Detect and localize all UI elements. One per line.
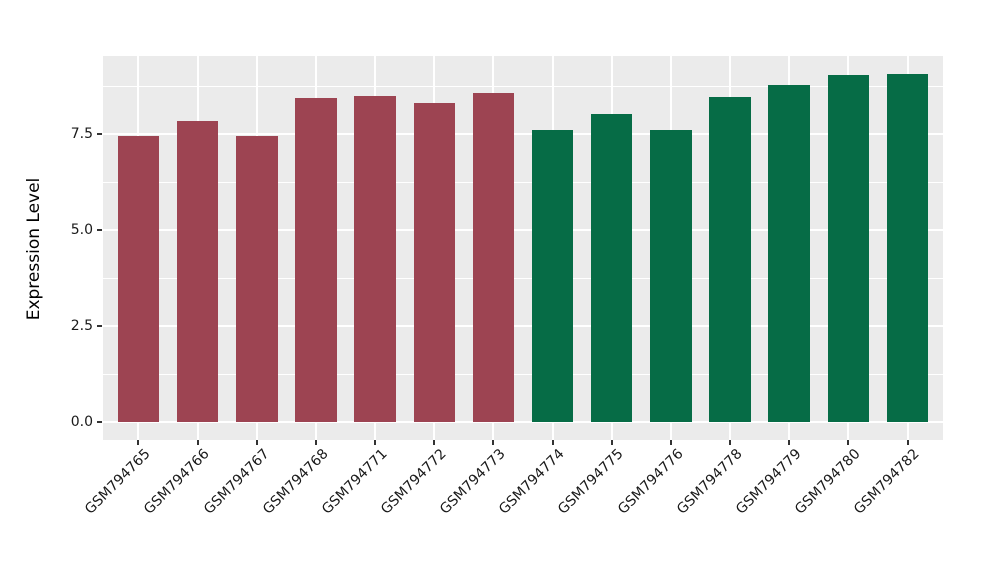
bar <box>650 130 692 422</box>
y-axis-title: Expression Level <box>24 177 44 321</box>
bar <box>236 135 278 422</box>
plot-panel <box>103 56 943 440</box>
bar <box>886 73 929 422</box>
major-gridline <box>103 421 943 423</box>
bar <box>117 135 160 422</box>
y-tick-label: 5.0 <box>70 222 93 238</box>
bar <box>709 96 751 422</box>
x-tick-mark <box>137 440 140 445</box>
bar <box>176 120 219 422</box>
y-tick-label: 2.5 <box>70 318 93 334</box>
major-gridline <box>103 133 943 135</box>
major-gridline <box>103 325 943 327</box>
x-tick-mark <box>788 440 791 445</box>
y-tick-mark <box>97 133 102 135</box>
bar <box>472 92 515 422</box>
y-tick-mark <box>97 229 102 231</box>
minor-gridline <box>103 86 943 87</box>
y-tick-label: 7.5 <box>70 126 93 142</box>
y-tick-mark <box>97 421 102 423</box>
x-tick-mark <box>729 440 732 445</box>
minor-gridline <box>103 374 943 375</box>
x-tick-mark <box>551 440 554 445</box>
x-tick-mark <box>610 440 613 445</box>
bar <box>768 84 810 422</box>
x-tick-mark <box>906 440 909 445</box>
x-tick-mark <box>492 440 495 445</box>
bar <box>413 103 455 422</box>
y-tick-mark <box>97 325 102 327</box>
bar <box>354 95 396 422</box>
x-tick-mark <box>669 440 672 445</box>
x-tick-mark <box>374 440 377 445</box>
x-tick-mark <box>847 440 850 445</box>
bar <box>295 97 337 422</box>
bar <box>591 114 633 422</box>
minor-gridline <box>103 182 943 183</box>
x-tick-mark <box>196 440 199 445</box>
minor-gridline <box>103 278 943 279</box>
bar <box>531 130 574 422</box>
y-tick-label: 0.0 <box>70 414 93 430</box>
bar <box>827 74 870 422</box>
x-tick-mark <box>314 440 317 445</box>
x-tick-mark <box>255 440 258 445</box>
x-tick-mark <box>433 440 436 445</box>
major-gridline <box>103 229 943 231</box>
